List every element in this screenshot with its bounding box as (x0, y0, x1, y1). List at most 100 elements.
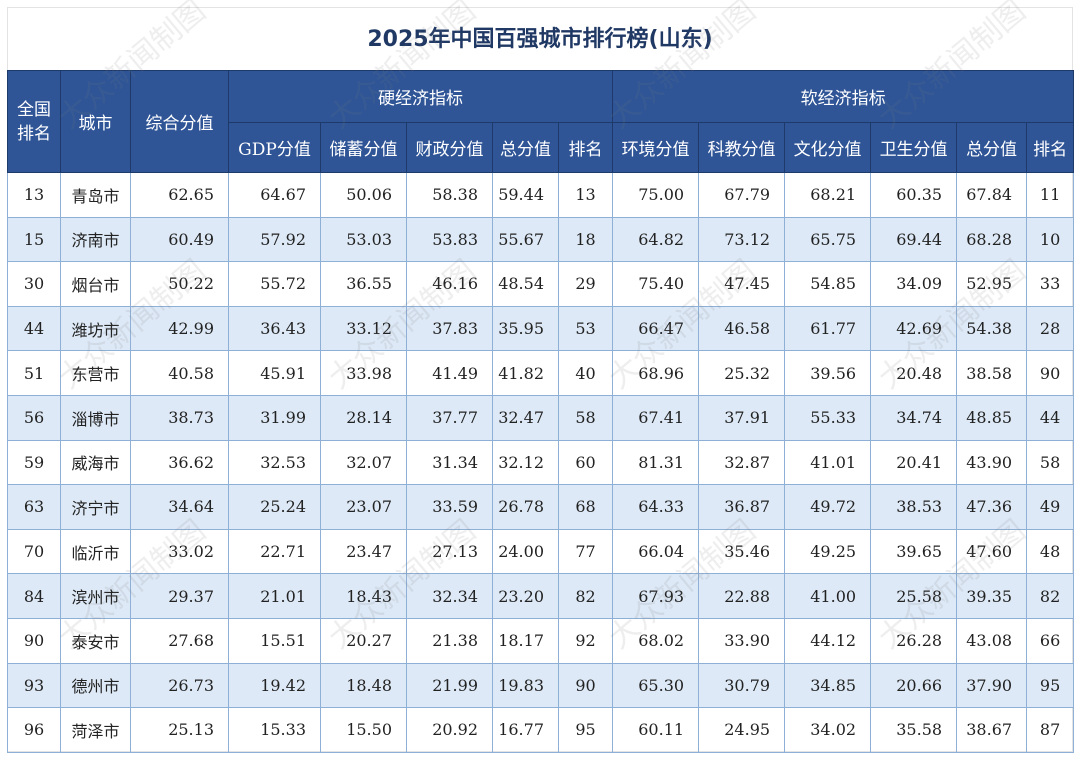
header-hard-1: 储蓄分值 (320, 122, 407, 173)
city-cell: 威海市 (60, 439, 131, 486)
hard-cell-2: 32.34 (406, 573, 493, 619)
composite-cell: 60.49 (130, 216, 229, 263)
soft-cell-1: 33.90 (698, 617, 786, 664)
soft-cell-2: 34.02 (784, 707, 872, 753)
soft-cell-2: 41.01 (784, 439, 872, 486)
hard-cell-0: 31.99 (228, 394, 321, 441)
hard-cell-4: 82 (557, 573, 614, 619)
header-hard-0: GDP分值 (228, 122, 321, 173)
soft-cell-0: 75.00 (612, 172, 700, 218)
hard-cell-3: 26.78 (492, 484, 559, 530)
table-row: 70 临沂市 33.02 22.71 23.47 27.13 24.00 77 66.04 35.… (7, 528, 1075, 575)
soft-cell-3: 25.58 (870, 573, 958, 619)
hard-cell-1: 33.98 (320, 350, 407, 396)
soft-cell-3: 38.53 (870, 484, 958, 530)
hard-cell-2: 20.92 (406, 707, 493, 753)
hard-cell-0: 45.91 (228, 350, 321, 396)
national-rank-cell: 44 (7, 305, 61, 352)
national-rank-cell: 70 (7, 528, 61, 575)
soft-cell-2: 65.75 (784, 216, 872, 263)
hard-cell-4: 60 (557, 439, 614, 486)
header-composite: 综合分值 (130, 70, 229, 173)
header-soft-4: 总分值 (956, 122, 1028, 173)
national-rank-cell: 84 (7, 573, 61, 619)
hard-cell-4: 58 (557, 394, 614, 441)
composite-cell: 36.62 (130, 439, 229, 486)
table-row: 93 德州市 26.73 19.42 18.48 21.99 19.83 90 65.30 30.… (7, 662, 1075, 709)
soft-cell-1: 37.91 (698, 394, 786, 441)
soft-cell-1: 22.88 (698, 573, 786, 619)
soft-cell-3: 39.65 (870, 528, 958, 575)
city-cell: 泰安市 (60, 617, 131, 664)
soft-cell-1: 32.87 (698, 439, 786, 486)
soft-cell-2: 34.85 (784, 662, 872, 709)
hard-cell-4: 53 (557, 305, 614, 352)
soft-cell-4: 43.08 (956, 617, 1028, 664)
composite-cell: 38.73 (130, 394, 229, 441)
soft-cell-3: 26.28 (870, 617, 958, 664)
soft-cell-4: 67.84 (956, 172, 1028, 218)
city-cell: 临沂市 (60, 528, 131, 575)
hard-cell-1: 36.55 (320, 261, 407, 307)
composite-cell: 42.99 (130, 305, 229, 352)
soft-cell-2: 61.77 (784, 305, 872, 352)
table-row: 59 威海市 36.62 32.53 32.07 31.34 32.12 60 81.31 32.… (7, 439, 1075, 486)
national-rank-cell: 63 (7, 484, 61, 530)
soft-cell-1: 35.46 (698, 528, 786, 575)
soft-cell-3: 20.41 (870, 439, 958, 486)
table-row: 15 济南市 60.49 57.92 53.03 53.83 55.67 18 64.82 73.… (7, 216, 1075, 263)
soft-cell-4: 54.38 (956, 305, 1028, 352)
soft-cell-4: 52.95 (956, 261, 1028, 307)
hard-cell-3: 41.82 (492, 350, 559, 396)
soft-cell-5: 10 (1026, 216, 1075, 263)
hard-cell-2: 41.49 (406, 350, 493, 396)
hard-cell-1: 50.06 (320, 172, 407, 218)
city-cell: 菏泽市 (60, 707, 131, 753)
soft-cell-5: 58 (1026, 439, 1075, 486)
soft-cell-5: 90 (1026, 350, 1075, 396)
header-soft-1: 科教分值 (698, 122, 786, 173)
hard-cell-1: 23.47 (320, 528, 407, 575)
hard-cell-1: 15.50 (320, 707, 407, 753)
header-soft-2: 文化分值 (784, 122, 872, 173)
hard-cell-0: 36.43 (228, 305, 321, 352)
header-hard-economy-group: 硬经济指标 (227, 70, 614, 123)
soft-cell-1: 67.79 (698, 172, 786, 218)
soft-cell-1: 24.95 (698, 707, 786, 753)
soft-cell-5: 44 (1026, 394, 1075, 441)
soft-cell-4: 47.60 (956, 528, 1028, 575)
soft-cell-5: 11 (1026, 172, 1075, 218)
hard-cell-4: 68 (557, 484, 614, 530)
hard-cell-3: 32.12 (492, 439, 559, 486)
soft-cell-2: 49.72 (784, 484, 872, 530)
soft-cell-4: 38.58 (956, 350, 1028, 396)
soft-cell-1: 30.79 (698, 662, 786, 709)
hard-cell-0: 19.42 (228, 662, 321, 709)
hard-cell-0: 57.92 (228, 216, 321, 263)
soft-cell-2: 55.33 (784, 394, 872, 441)
hard-cell-3: 18.17 (492, 617, 559, 664)
national-rank-cell: 96 (7, 707, 61, 753)
hard-cell-2: 21.99 (406, 662, 493, 709)
hard-cell-2: 21.38 (406, 617, 493, 664)
composite-cell: 26.73 (130, 662, 229, 709)
table-row: 84 滨州市 29.37 21.01 18.43 32.34 23.20 82 67.93 22.… (7, 573, 1075, 619)
table-row: 56 淄博市 38.73 31.99 28.14 37.77 32.47 58 67.41 37.… (7, 394, 1075, 441)
soft-cell-5: 95 (1026, 662, 1075, 709)
soft-cell-4: 68.28 (956, 216, 1028, 263)
hard-cell-1: 33.12 (320, 305, 407, 352)
table-row: 51 东营市 40.58 45.91 33.98 41.49 41.82 40 68.96 25.… (7, 350, 1075, 396)
hard-cell-0: 32.53 (228, 439, 321, 486)
city-cell: 济南市 (60, 216, 131, 263)
header-soft-economy-group: 软经济指标 (612, 70, 1075, 123)
city-cell: 德州市 (60, 662, 131, 709)
hard-cell-1: 32.07 (320, 439, 407, 486)
hard-cell-1: 20.27 (320, 617, 407, 664)
soft-cell-3: 34.74 (870, 394, 958, 441)
table-row: 30 烟台市 50.22 55.72 36.55 46.16 48.54 29 75.40 47.… (7, 261, 1075, 307)
header-hard-4: 排名 (557, 122, 614, 173)
hard-cell-0: 64.67 (228, 172, 321, 218)
hard-cell-0: 21.01 (228, 573, 321, 619)
hard-cell-2: 37.77 (406, 394, 493, 441)
soft-cell-4: 43.90 (956, 439, 1028, 486)
